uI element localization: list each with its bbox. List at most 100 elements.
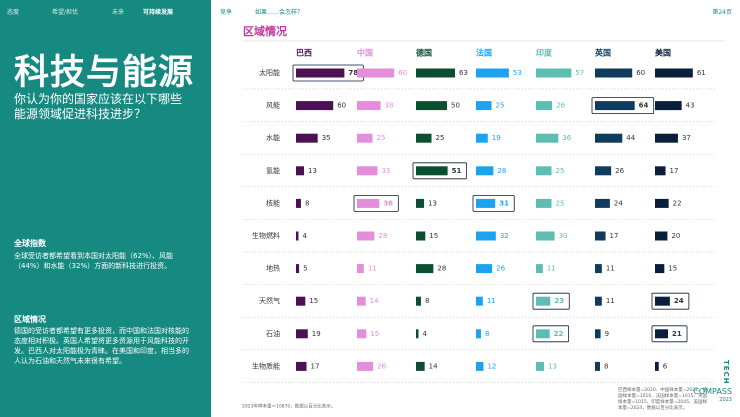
- highlight-box: [412, 162, 468, 180]
- bar: [476, 264, 493, 274]
- value-label: 11: [606, 297, 615, 305]
- value-label: 26: [556, 102, 565, 110]
- bar: [296, 361, 307, 371]
- value-label: 17: [670, 167, 679, 175]
- bar: [655, 361, 659, 371]
- bar: [595, 133, 623, 143]
- value-label: 57: [575, 69, 584, 77]
- value-label: 17: [610, 232, 619, 240]
- nav-item: 竞争: [220, 9, 233, 16]
- nav-item: 未来: [112, 9, 125, 16]
- value-label: 24: [674, 297, 684, 305]
- value-label: 36: [562, 134, 571, 142]
- value-label: 13: [548, 362, 557, 370]
- footnote: 巴西样本量=2020、中国样本量=2022、德国样本量=1016、法国样本量=1…: [618, 388, 707, 411]
- bar: [416, 264, 434, 274]
- value-label: 25: [377, 134, 386, 142]
- logo: TECH: [722, 360, 730, 385]
- section-heading: 全球指数: [14, 239, 46, 248]
- value-label: 4: [302, 232, 307, 240]
- value-label: 60: [398, 69, 407, 77]
- country-header: 德国: [416, 48, 432, 58]
- bar: [476, 101, 492, 111]
- row-label: 地热: [266, 264, 280, 273]
- bar: [595, 264, 602, 274]
- bar: [296, 264, 300, 274]
- value-label: 50: [451, 102, 460, 110]
- footnote: 2023年样本量＝10870，数据以百分比表示。: [242, 403, 335, 410]
- country-header: 中国: [357, 48, 373, 58]
- bar: [416, 166, 448, 176]
- value-label: 11: [368, 265, 377, 273]
- value-label: 14: [370, 297, 379, 305]
- nav-item: 可持续发展: [143, 9, 174, 16]
- bar: [296, 101, 334, 111]
- nav-item: 希望/担忧: [52, 9, 79, 16]
- bar: [536, 329, 550, 339]
- chart-heading: 区域情况: [243, 24, 287, 38]
- value-label: 28: [497, 167, 506, 175]
- bar: [416, 361, 425, 371]
- section-text: 德国的受访者都希望有更多投资，而中国和法国对核能的态度相对积极。英国人希望将更多…: [14, 327, 189, 365]
- logo: 2023: [719, 397, 732, 403]
- bar: [357, 101, 381, 111]
- value-label: 24: [614, 199, 623, 207]
- value-label: 8: [485, 330, 489, 338]
- country-header: 美国: [655, 48, 671, 58]
- bar: [655, 296, 670, 306]
- value-label: 8: [425, 297, 429, 305]
- value-label: 30: [559, 232, 568, 240]
- bar: [476, 133, 488, 143]
- bar: [296, 296, 306, 306]
- bar: [536, 101, 553, 111]
- bar: [536, 133, 559, 143]
- row-label: 核能: [266, 198, 280, 207]
- bar: [595, 198, 610, 208]
- value-label: 43: [686, 102, 695, 110]
- value-label: 9: [605, 330, 609, 338]
- row-label: 水能: [266, 133, 280, 142]
- value-label: 25: [436, 134, 445, 142]
- country-header: 巴西: [296, 49, 312, 58]
- value-label: 61: [697, 69, 706, 77]
- bar: [416, 198, 425, 208]
- bar: [357, 68, 395, 78]
- bar: [476, 361, 484, 371]
- bar: [357, 296, 366, 306]
- value-label: 21: [672, 330, 682, 338]
- bar: [595, 68, 633, 78]
- bar: [296, 231, 299, 241]
- bar: [357, 361, 374, 371]
- value-label: 35: [322, 134, 331, 142]
- bar: [595, 101, 635, 111]
- bar: [536, 361, 545, 371]
- bar: [536, 231, 555, 241]
- bar: [476, 198, 496, 208]
- highlight-box: [532, 325, 570, 343]
- bar: [416, 329, 419, 339]
- section-text: 全球受访者都希望看到本国对太阳能（62%）、风能（44%）和水能（32%）方面的…: [14, 252, 174, 270]
- bar: [357, 264, 364, 274]
- value-label: 19: [312, 330, 321, 338]
- row-label: 石油: [266, 329, 280, 338]
- bar: [655, 329, 669, 339]
- row-label: 生物燃料: [252, 231, 280, 240]
- bar: [416, 231, 426, 241]
- value-label: 15: [370, 330, 379, 338]
- bar: [416, 133, 432, 143]
- bar: [357, 329, 367, 339]
- value-label: 15: [429, 232, 438, 240]
- value-label: 11: [487, 297, 496, 305]
- country-header: 法国: [476, 48, 492, 58]
- bar: [655, 133, 678, 143]
- value-label: 5: [303, 265, 307, 273]
- value-label: 53: [513, 69, 522, 77]
- value-label: 4: [422, 330, 427, 338]
- value-label: 11: [606, 265, 615, 273]
- bar: [416, 101, 447, 111]
- bar: [655, 101, 682, 111]
- value-label: 22: [554, 330, 564, 338]
- highlight-box: [591, 97, 655, 114]
